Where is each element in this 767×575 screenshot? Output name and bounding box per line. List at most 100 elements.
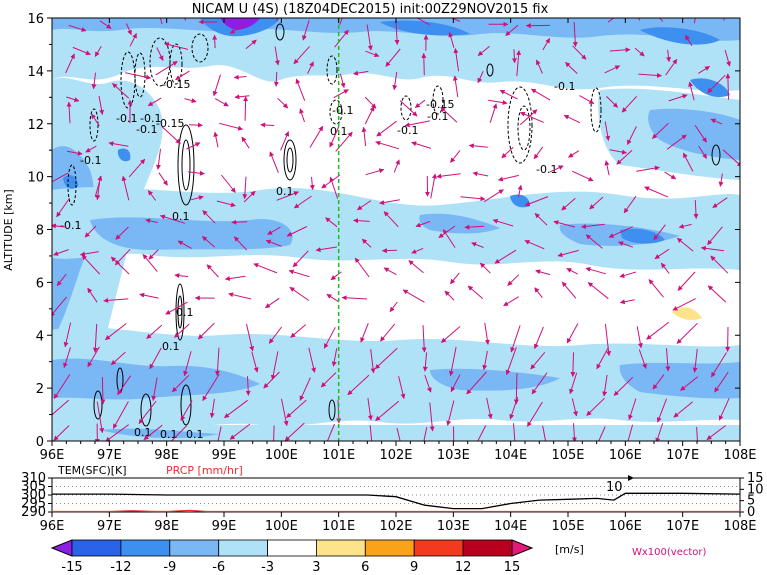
wind-vector <box>581 223 605 229</box>
wind-vector <box>234 94 250 100</box>
lower-x-tick-label: 96E <box>40 519 65 534</box>
wind-vector <box>308 347 317 373</box>
wind-vector <box>53 374 71 400</box>
wind-vector <box>530 351 546 370</box>
wind-vector <box>121 175 130 201</box>
wind-vector <box>174 323 190 338</box>
x-tick-label: 98E <box>154 448 179 463</box>
wind-vector <box>214 98 229 107</box>
vector-legend-label: Wx100(vector) <box>632 547 707 558</box>
wind-vector <box>269 151 279 173</box>
wind-vector <box>65 53 75 74</box>
wind-vector <box>488 99 508 105</box>
wind-vector <box>602 374 608 397</box>
wind-vector <box>423 426 428 441</box>
wind-vector <box>430 173 437 199</box>
y-tick-label: 0 <box>36 435 44 450</box>
wind-vector <box>290 324 307 338</box>
wind-vector <box>570 352 576 378</box>
contour-label: -0.15 <box>156 117 184 130</box>
wind-vector <box>233 74 247 80</box>
wind-vector <box>105 323 127 341</box>
wind-vector <box>526 401 543 427</box>
wind-vector <box>212 74 221 97</box>
wind-vector <box>421 52 427 76</box>
wind-vector <box>364 96 377 109</box>
wind-vector <box>534 287 543 299</box>
wind-vector <box>79 251 99 257</box>
contour-label: -0.1 <box>554 80 575 93</box>
wind-vector <box>354 257 370 278</box>
wind-vector <box>589 196 604 210</box>
wind-vector <box>644 186 669 198</box>
wind-vector <box>293 195 312 209</box>
wind-vector <box>468 143 488 149</box>
wind-vector <box>677 271 696 291</box>
wind-vector <box>571 170 594 182</box>
x-tick-label: 101E <box>322 448 355 463</box>
lower-x-tick-label: 99E <box>212 519 237 534</box>
wind-vector <box>665 348 671 372</box>
wind-vector <box>148 249 159 260</box>
x-tick-label: 103E <box>437 448 470 463</box>
wind-vector <box>383 267 397 276</box>
wind-vector <box>376 120 397 137</box>
y-tick-label: 16 <box>27 12 44 27</box>
wind-vector <box>241 136 250 149</box>
wind-vector <box>161 126 181 144</box>
wind-vector <box>516 50 522 77</box>
wind-vector <box>638 349 647 369</box>
wind-vector <box>696 426 698 441</box>
wind-vector <box>472 171 489 177</box>
wind-vector <box>652 374 665 390</box>
wind-vector <box>302 20 310 41</box>
wind-vector <box>626 126 637 146</box>
lower-annotation: 10 <box>606 480 623 495</box>
wind-vector <box>628 398 637 420</box>
wind-vector <box>450 272 460 285</box>
wind-vector <box>183 351 192 377</box>
lower-series <box>52 492 741 513</box>
legend-tem: TEM(SFC)[K] <box>57 464 127 477</box>
wind-vector <box>596 426 606 441</box>
wind-vector <box>110 351 126 366</box>
wind-vector <box>656 398 668 423</box>
lower-x-tick-label: 102E <box>379 519 412 534</box>
wind-vector <box>219 122 244 131</box>
wind-vector <box>105 424 129 441</box>
wind-vector <box>477 45 490 56</box>
wind-vector <box>325 217 338 228</box>
x-tick-label: 105E <box>551 448 584 463</box>
wind-vector <box>623 195 637 214</box>
wind-vector <box>323 327 336 349</box>
x-tick-label: 97E <box>97 448 122 463</box>
wind-vector <box>466 371 487 395</box>
wind-vector <box>561 197 576 211</box>
wind-vector <box>286 399 307 418</box>
wind-vector <box>174 273 189 279</box>
contour-label: -0.1 <box>427 110 448 123</box>
y-tick-label: 6 <box>36 276 44 291</box>
wind-vector <box>536 59 543 74</box>
colorbar-segment <box>267 539 317 557</box>
wind-vector <box>365 168 385 176</box>
lower-left-tick-label: 305 <box>21 480 46 495</box>
wind-vector <box>356 200 372 211</box>
wind-vector <box>482 350 488 371</box>
wind-vector <box>288 269 310 278</box>
wind-vector <box>360 323 369 343</box>
wind-vector <box>52 296 67 317</box>
wind-vector <box>299 377 311 401</box>
wind-vector <box>189 122 203 128</box>
wind-vector <box>84 225 97 238</box>
wind-vector <box>103 297 129 303</box>
wind-vector <box>85 145 97 153</box>
wind-vector <box>228 292 252 300</box>
colorbar-segment <box>462 539 513 557</box>
x-tick-label: 102E <box>379 448 412 463</box>
wind-vector <box>267 226 281 235</box>
wind-vector <box>402 289 425 303</box>
colorbar-segment <box>364 539 415 557</box>
wind-vector <box>664 171 677 180</box>
